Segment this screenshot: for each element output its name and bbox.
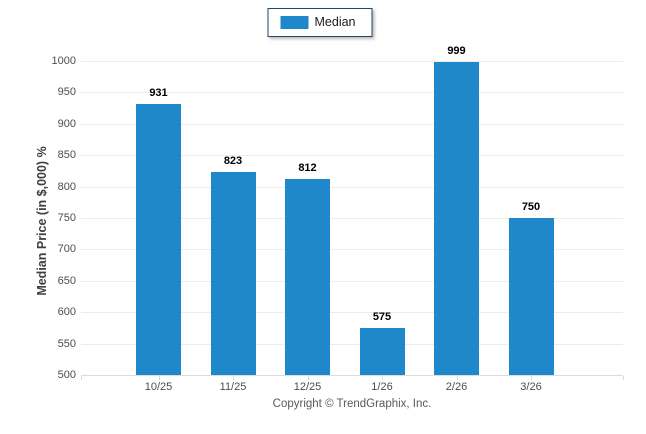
bar-value-label-12/25: 812 [298, 162, 317, 175]
gridline-650 [81, 280, 623, 282]
x-tick-mark-10/25 [158, 376, 160, 380]
bar-11/25[interactable] [210, 172, 256, 375]
bar-value-label-10/25: 931 [149, 87, 168, 100]
gridline-500 [81, 375, 623, 376]
y-tick-label-850: 850 [57, 149, 76, 162]
gridline-550 [81, 343, 623, 345]
x-tick-label-12/25: 12/25 [293, 381, 322, 393]
gridline-950 [81, 92, 623, 94]
y-tick-label-700: 700 [57, 243, 76, 256]
y-tick-label-800: 800 [57, 180, 76, 193]
legend-swatch-median [280, 16, 309, 29]
bar-value-label-2/26: 999 [447, 44, 466, 57]
bar-12/25[interactable] [285, 179, 330, 375]
x-tick-label-1/26: 1/26 [371, 381, 393, 393]
gridline-900 [81, 123, 623, 125]
gridline-1000 [81, 61, 623, 62]
x-tick-label-2/26: 2/26 [445, 381, 468, 393]
bar-10/25[interactable] [136, 104, 181, 375]
y-tick-label-600: 600 [57, 306, 76, 319]
y-tick-label-650: 650 [57, 274, 76, 287]
y-tick-label-1000: 1000 [51, 55, 76, 67]
x-tick-mark-3/26 [531, 376, 532, 380]
gridline-700 [81, 249, 623, 251]
x-axis-edge-tick-0 [81, 376, 82, 380]
bar-value-label-1/26: 575 [372, 310, 392, 323]
legend-label-median: Median [314, 15, 356, 29]
y-tick-label-500: 500 [57, 369, 76, 381]
bar-1/26[interactable] [359, 327, 405, 375]
bar-2/26[interactable] [434, 61, 479, 375]
x-tick-label-11/25: 11/25 [219, 381, 247, 393]
x-tick-mark-12/25 [307, 376, 309, 380]
x-tick-mark-2/26 [456, 376, 458, 380]
x-tick-mark-11/25 [233, 376, 234, 380]
x-tick-mark-1/26 [382, 376, 383, 380]
gridline-850 [81, 155, 623, 157]
x-tick-label-3/26: 3/26 [520, 381, 542, 393]
bar-value-label-11/25: 823 [223, 155, 243, 168]
y-tick-label-900: 900 [57, 117, 76, 130]
x-tick-label-10/25: 10/25 [144, 381, 173, 393]
copyright-text: Copyright © TrendGraphix, Inc. [272, 398, 432, 410]
gridline-600 [81, 312, 623, 314]
x-axis-edge-tick-1 [623, 376, 624, 380]
gridline-800 [81, 186, 623, 188]
legend[interactable]: Median [267, 8, 373, 37]
y-tick-label-950: 950 [57, 86, 76, 99]
bar-3/26[interactable] [508, 218, 554, 375]
y-tick-label-750: 750 [57, 212, 76, 224]
y-tick-label-550: 550 [57, 337, 76, 350]
bar-value-label-3/26: 750 [521, 201, 541, 213]
gridline-750 [81, 218, 623, 219]
